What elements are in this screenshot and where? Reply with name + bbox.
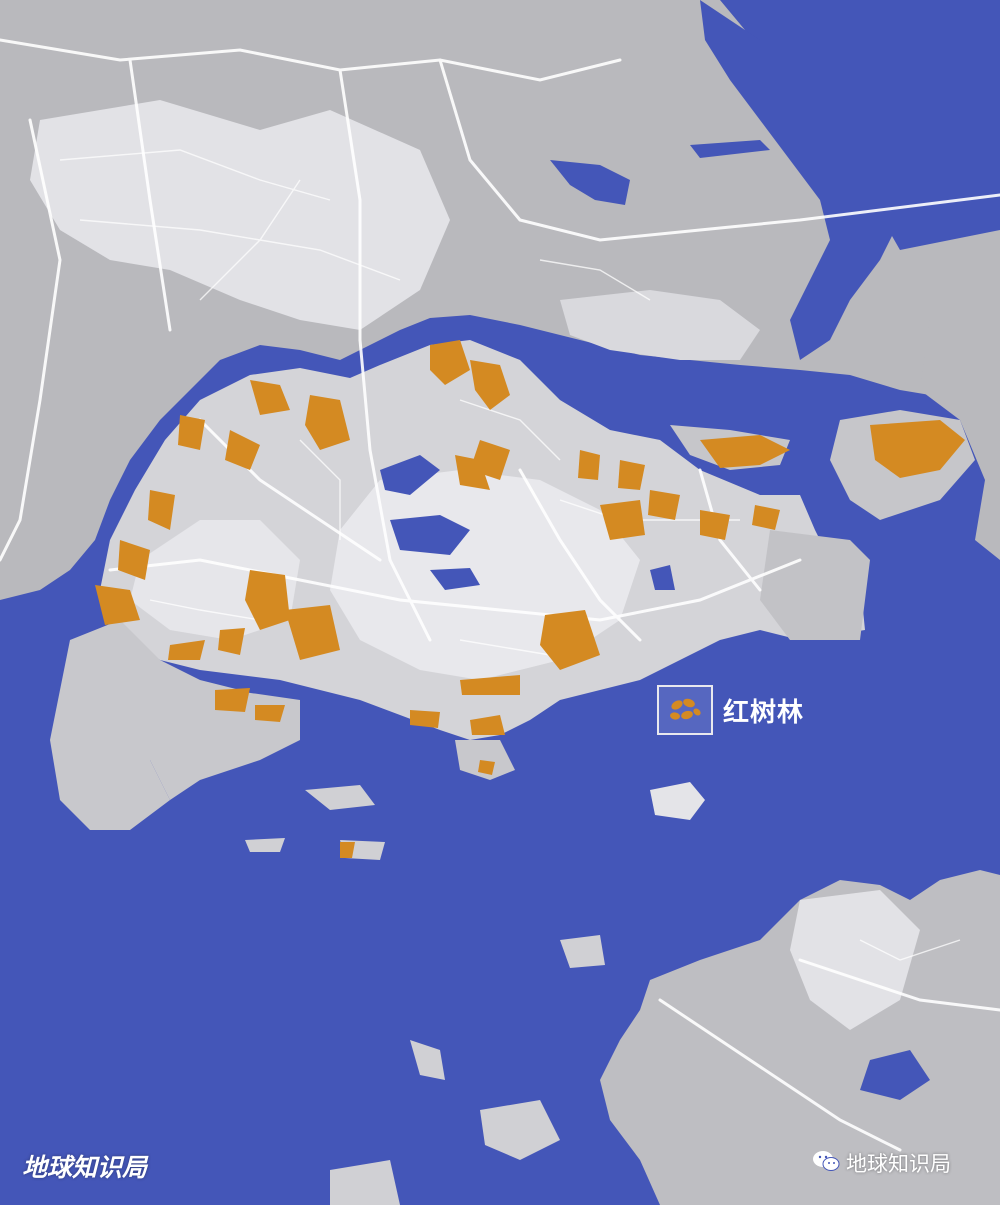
island-e [560,935,605,968]
watermark-right-text: 地球知识局 [846,1152,951,1176]
watermark-left: 地球知识局 [22,1153,148,1182]
changi-land [760,530,870,640]
river-inlet-2 [690,140,770,158]
sentosa-islands [455,740,515,780]
reservoir-2 [390,515,470,555]
reservoir-4 [650,565,675,590]
mangrove-areas [95,340,965,858]
river-inlet-1 [550,160,630,205]
wechat-icon [812,1149,840,1178]
island-h [330,1160,400,1205]
east-headland [920,300,1000,560]
island-g [480,1100,560,1160]
river-johor [700,0,900,360]
mangrove-swatch-icon [657,685,713,735]
island-c [245,838,285,852]
island-f [410,1040,445,1080]
batam-urban [790,890,920,1030]
reservoir-1 [380,455,440,495]
road-network [0,38,1000,1152]
reservoir-3 [430,568,480,590]
map-legend: 红树林 [657,684,804,736]
batam-inlet [860,1050,930,1100]
island-a [305,785,375,810]
watermark-right: 地球知识局 [812,1148,951,1178]
urban-johor-east [560,290,760,360]
road-network-minor [59,149,961,961]
legend-label: 红树林 [723,697,805,728]
jurong-reclaim [50,620,240,830]
island-d [650,782,705,820]
urban-johor [30,100,450,330]
